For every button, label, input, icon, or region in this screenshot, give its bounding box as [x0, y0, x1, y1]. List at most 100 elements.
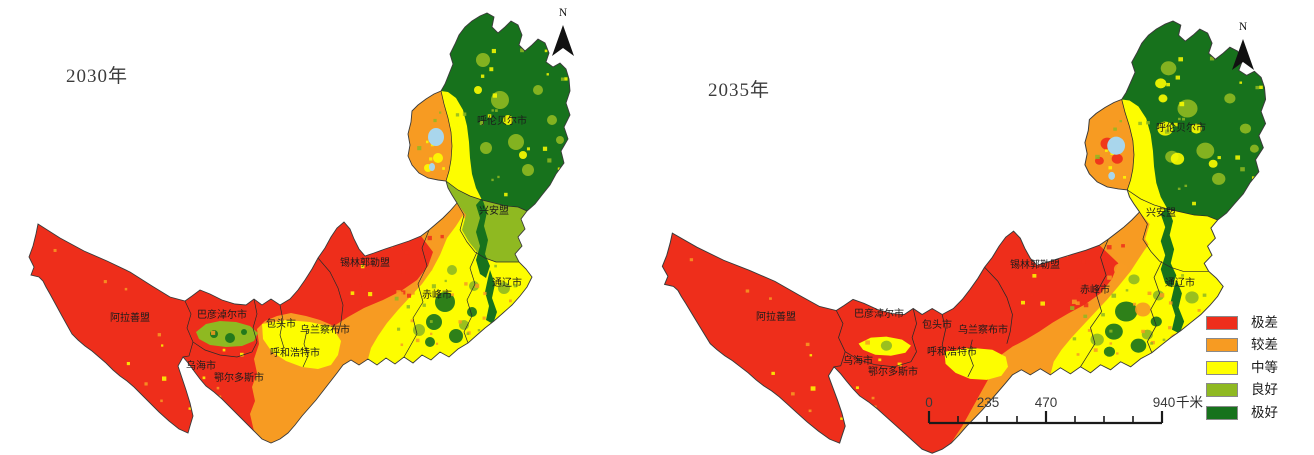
legend: 极差 较差 中等 良好 极好 [1206, 315, 1278, 428]
league-boundary [1139, 211, 1209, 272]
raster-speckle [1083, 303, 1089, 308]
raster-speckle [1166, 82, 1170, 87]
region-label-tongliao: 通辽市 [1165, 276, 1195, 289]
raster-patch [447, 265, 457, 275]
raster-speckle [430, 332, 433, 335]
legend-swatch-very-poor [1206, 315, 1238, 330]
raster-speckle [1077, 278, 1083, 284]
raster-speckle [1106, 245, 1112, 250]
raster-patch [1090, 333, 1104, 346]
raster-speckle [162, 376, 167, 381]
raster-speckle [417, 146, 422, 151]
raster-speckle [855, 386, 859, 390]
league-boundaries [833, 99, 1218, 377]
raster-speckle [491, 178, 494, 182]
league-boundary [941, 314, 948, 358]
raster-patch [449, 329, 463, 343]
league-boundary [317, 257, 344, 335]
raster-speckle [404, 250, 409, 255]
raster-speckle [1184, 184, 1188, 188]
raster-speckle [433, 118, 437, 123]
region-label-bayannur: 巴彦淖尔市 [197, 308, 247, 321]
raster-speckle [1032, 274, 1037, 278]
raster-patch [1196, 142, 1215, 159]
raster-speckle [482, 316, 486, 320]
raster-patch [522, 164, 534, 176]
raster-speckle [1072, 337, 1077, 341]
legend-item: 良好 [1206, 383, 1278, 398]
league-boundary [182, 300, 194, 358]
raster-speckle [157, 333, 161, 337]
raster-speckle [1178, 117, 1181, 121]
legend-label: 良好 [1251, 382, 1278, 398]
region-label-ulanqab: 乌兰察布市 [958, 323, 1008, 336]
raster-patch [519, 151, 527, 159]
raster-patch [1224, 93, 1236, 104]
map-2030-title: 2030年 [66, 66, 129, 87]
raster-speckle [1095, 154, 1100, 159]
legend-item: 较差 [1206, 338, 1278, 353]
region-label-xingan: 兴安盟 [479, 204, 509, 217]
league-boundary [445, 180, 528, 212]
raster-speckle [455, 113, 460, 117]
zone-excellent-ridge [485, 270, 497, 324]
raster-patch [480, 142, 492, 154]
raster-patch [556, 136, 564, 144]
league-boundary [463, 251, 478, 344]
region-label-tongliao: 通辽市 [492, 276, 522, 289]
raster-speckle [1181, 274, 1185, 277]
raster-speckle [451, 293, 454, 297]
raster-speckle [1175, 75, 1181, 80]
raster-speckle [542, 146, 548, 151]
region-label-ulanqab: 乌兰察布市 [300, 323, 350, 336]
raster-speckle [483, 291, 487, 296]
raster-speckle [1030, 293, 1034, 297]
region-label-xilingol: 锡林郭勒盟 [1010, 258, 1060, 271]
raster-speckle [1146, 121, 1150, 125]
raster-speckle [810, 386, 816, 391]
raster-speckle [840, 417, 843, 420]
raster-speckle [526, 147, 530, 151]
raster-patch [1150, 316, 1162, 327]
raster-speckle [1168, 301, 1173, 305]
raster-patch [533, 85, 543, 95]
legend-swatch-poor [1206, 338, 1238, 352]
raster-speckle [1113, 127, 1117, 131]
raster-speckle [560, 77, 565, 81]
raster-speckle [407, 293, 412, 298]
region-label-baotou: 包头市 [922, 318, 952, 331]
league-boundary [1127, 189, 1218, 221]
raster-speckle [415, 338, 420, 343]
map-2035-raster [662, 21, 1266, 454]
raster-speckle [504, 192, 508, 197]
raster-patch [1111, 153, 1123, 164]
raster-speckle [401, 269, 406, 274]
raster-speckle [359, 284, 362, 287]
raster-speckle [1089, 301, 1093, 305]
raster-speckle [1240, 167, 1245, 172]
league-boundary [440, 90, 453, 182]
raster-speckle [188, 407, 191, 410]
raster-patch [1185, 291, 1199, 304]
zone-excellent-hulunbuir [441, 13, 570, 211]
raster-patch [1155, 78, 1167, 89]
lake-hulun [428, 128, 444, 146]
lake-hulun [1107, 136, 1126, 155]
raster-speckle [448, 175, 451, 178]
raster-speckle [1081, 259, 1086, 264]
raster-speckle [1083, 314, 1088, 319]
legend-swatch-excellent [1206, 405, 1238, 420]
raster-speckle [1179, 101, 1185, 107]
region-label-xingan: 兴安盟 [1146, 206, 1176, 219]
raster-speckle [1077, 299, 1082, 304]
raster-speckle [769, 297, 772, 300]
legend-label: 极差 [1251, 314, 1278, 330]
region-label-alashan: 阿拉善盟 [756, 310, 796, 323]
zone-excellent-ridge [476, 198, 490, 278]
raster-speckle [1217, 156, 1221, 160]
legend-label: 中等 [1251, 359, 1278, 375]
raster-speckle [1251, 176, 1255, 180]
scale-tick-label: 470 [1035, 395, 1058, 410]
